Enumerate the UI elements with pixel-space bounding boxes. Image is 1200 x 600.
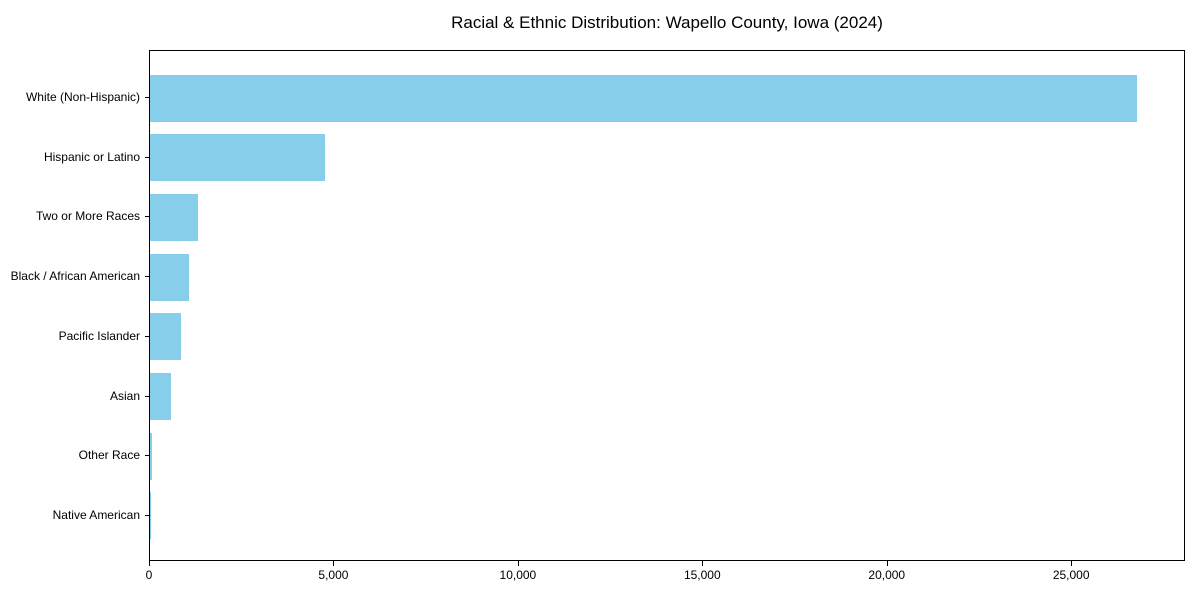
x-tick-mark: [333, 561, 335, 566]
y-tick-mark: [145, 395, 149, 397]
x-tick-mark: [702, 561, 704, 566]
category-label: White (Non-Hispanic): [25, 90, 140, 104]
y-tick-mark: [145, 216, 149, 218]
bar: [150, 313, 181, 361]
x-tick-mark: [886, 561, 888, 566]
category-label: Hispanic or Latino: [43, 149, 140, 164]
y-tick-mark: [145, 335, 149, 337]
category-label: Native American: [52, 507, 140, 522]
y-tick-mark: [145, 276, 149, 278]
bar: [150, 74, 1137, 122]
category-label: Black / African American: [10, 269, 140, 284]
x-tick-label: 25,000: [1052, 568, 1090, 582]
x-tick-mark: [1071, 561, 1073, 566]
bar: [150, 492, 151, 540]
category-label: Two or More Races: [35, 209, 140, 224]
category-label: Asian: [109, 388, 140, 403]
bar: [150, 134, 325, 182]
x-tick-label: 10,000: [499, 568, 537, 582]
bar: [150, 193, 199, 241]
chart-title: Racial & Ethnic Distribution: Wapello Co…: [451, 13, 883, 32]
x-tick-label: 5,000: [318, 568, 349, 582]
x-tick-mark: [517, 561, 519, 566]
y-tick-mark: [145, 156, 149, 158]
bar: [150, 432, 152, 480]
y-tick-mark: [145, 514, 149, 516]
x-tick-label: 0: [145, 568, 153, 582]
y-tick-mark: [145, 455, 149, 457]
bar: [150, 373, 172, 421]
bar: [150, 253, 189, 301]
x-tick-label: 20,000: [868, 568, 906, 582]
category-label: Other Race: [78, 448, 140, 463]
y-tick-mark: [145, 97, 149, 98]
plot-area: [149, 50, 1185, 561]
x-tick-mark: [149, 561, 150, 566]
x-tick-label: 15,000: [683, 568, 721, 582]
category-label: Pacific Islander: [58, 328, 140, 343]
